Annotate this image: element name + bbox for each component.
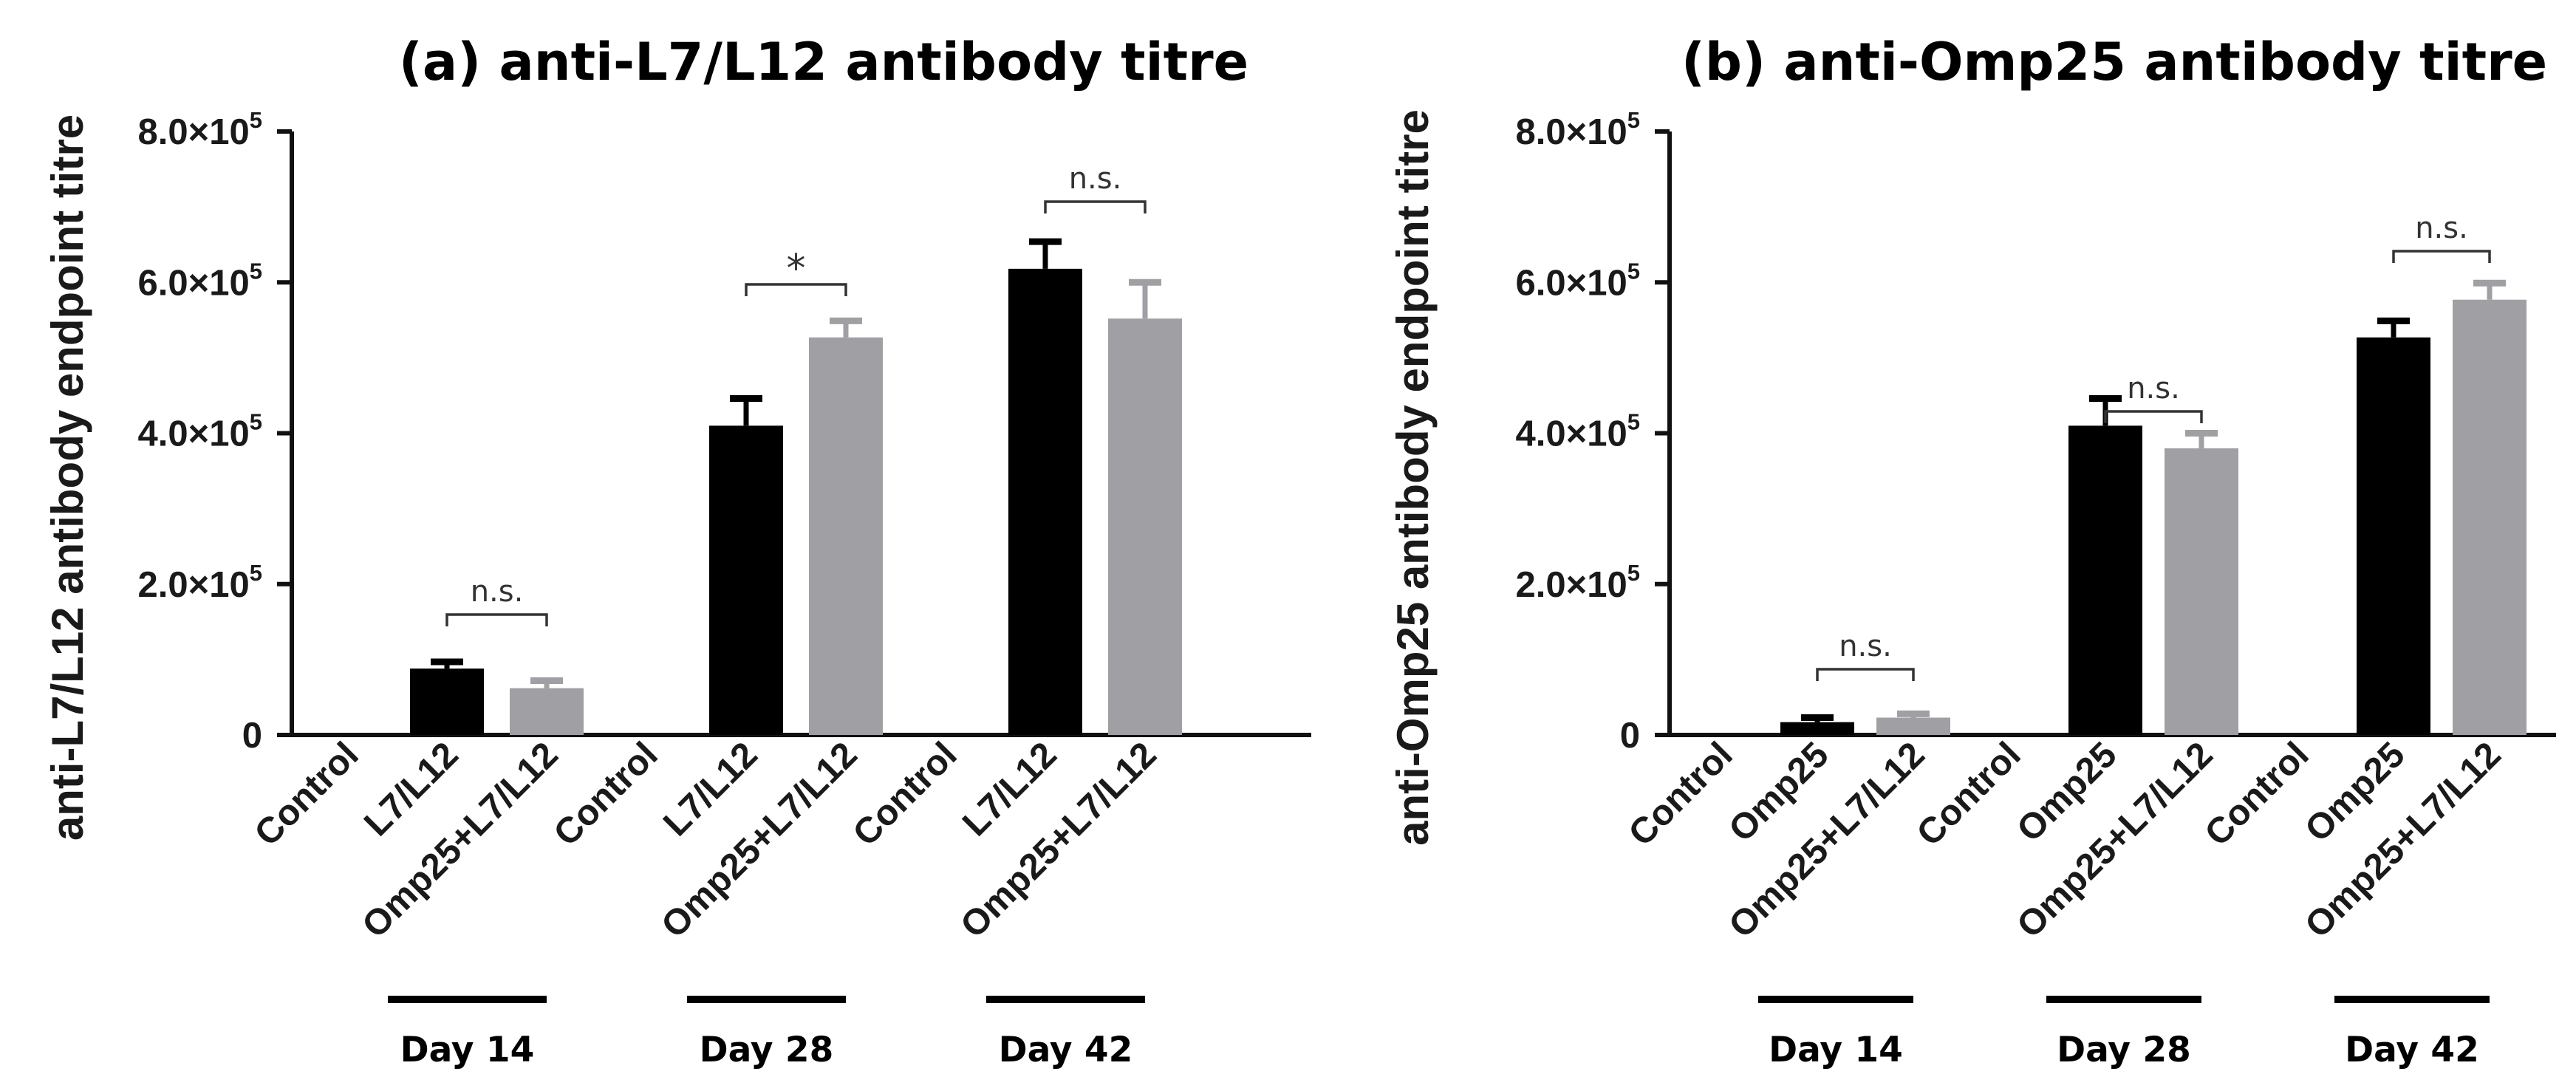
y-tick-exponent: 5	[1627, 258, 1640, 284]
y-tick-mantissa: 6.0×10	[138, 263, 250, 303]
y-tick-label: 4.0×105	[138, 409, 263, 454]
chart-panel-a: (a) anti-L7/L12 antibody titre anti-L7/L1…	[43, 32, 1311, 1070]
y-tick-exponent: 5	[250, 258, 262, 284]
bar	[1780, 722, 1854, 735]
y-tick-label: 4.0×105	[1516, 409, 1641, 454]
bar	[2453, 299, 2527, 735]
significance-label: n.s.	[2415, 211, 2468, 245]
y-tick-mantissa: 6.0×10	[1516, 263, 1627, 303]
y-tick-label: 2.0×105	[138, 560, 263, 605]
y-tick-mantissa: 4.0×10	[138, 414, 250, 454]
y-tick-label: 6.0×105	[1516, 258, 1641, 303]
bar	[2357, 337, 2430, 735]
y-tick-mantissa: 2.0×10	[138, 565, 250, 605]
significance-label: n.s.	[1069, 162, 1122, 196]
significance-bracket	[445, 613, 548, 626]
group-label: Day 28	[2057, 1030, 2191, 1070]
y-tick-mantissa: 2.0×10	[1516, 565, 1627, 605]
y-tick-label: 0	[1620, 716, 1640, 756]
y-tick-exponent: 5	[250, 409, 262, 435]
y-tick-label: 8.0×105	[1516, 107, 1641, 152]
significance-label: n.s.	[2127, 372, 2180, 406]
significance-label: *	[787, 247, 806, 291]
y-tick-label: 2.0×105	[1516, 560, 1641, 605]
group-label: Day 14	[400, 1030, 535, 1070]
significance-bracket	[1044, 200, 1147, 213]
bar	[1008, 268, 1082, 735]
y-axis-label: anti-Omp25 antibody endpoint titre	[1388, 109, 1438, 846]
significance-bracket	[745, 283, 847, 296]
y-tick-exponent: 5	[1627, 560, 1640, 586]
y-tick-exponent: 5	[1627, 107, 1640, 133]
group-label: Day 28	[700, 1030, 834, 1070]
chart-panel-b: (b) anti-Omp25 antibody titre anti-Omp25 …	[1388, 32, 2556, 1070]
significance-bracket	[1816, 668, 1915, 681]
significance-label: n.s.	[471, 575, 524, 609]
group-label: Day 42	[999, 1030, 1133, 1070]
significance-label: n.s.	[1839, 629, 1892, 663]
bar	[1108, 318, 1182, 735]
x-category-label: Control	[546, 735, 665, 854]
group-label: Day 14	[1769, 1030, 1903, 1070]
y-tick-mantissa: 8.0×10	[138, 112, 250, 152]
y-tick-mantissa: 8.0×10	[1516, 112, 1627, 152]
x-category-label: Control	[1909, 735, 2028, 854]
bar	[809, 337, 883, 735]
y-tick-mantissa: 0	[242, 716, 262, 756]
chart-title: (b) anti-Omp25 antibody titre	[1681, 32, 2547, 92]
bar	[709, 425, 783, 735]
significance-bracket	[2392, 250, 2491, 263]
y-tick-label: 8.0×105	[138, 107, 263, 152]
x-category-label: Control	[247, 735, 366, 854]
y-axis-label: anti-L7/L12 antibody endpoint titre	[43, 114, 92, 841]
y-tick-label: 0	[242, 716, 262, 756]
y-tick-exponent: 5	[250, 107, 262, 133]
y-tick-exponent: 5	[1627, 409, 1640, 435]
bar	[510, 688, 584, 735]
y-tick-mantissa: 4.0×10	[1516, 414, 1627, 454]
group-label: Day 42	[2345, 1030, 2479, 1070]
bar	[2068, 425, 2142, 735]
x-category-label: Control	[2197, 735, 2316, 854]
significance-bracket	[2104, 410, 2203, 423]
x-category-label: Control	[845, 735, 964, 854]
bar	[410, 668, 484, 735]
y-tick-label: 6.0×105	[138, 258, 263, 303]
chart-title: (a) anti-L7/L12 antibody titre	[399, 32, 1248, 92]
y-tick-exponent: 5	[250, 560, 262, 586]
y-tick-mantissa: 0	[1620, 716, 1640, 756]
bar	[2165, 448, 2238, 735]
bar	[1876, 717, 1950, 735]
